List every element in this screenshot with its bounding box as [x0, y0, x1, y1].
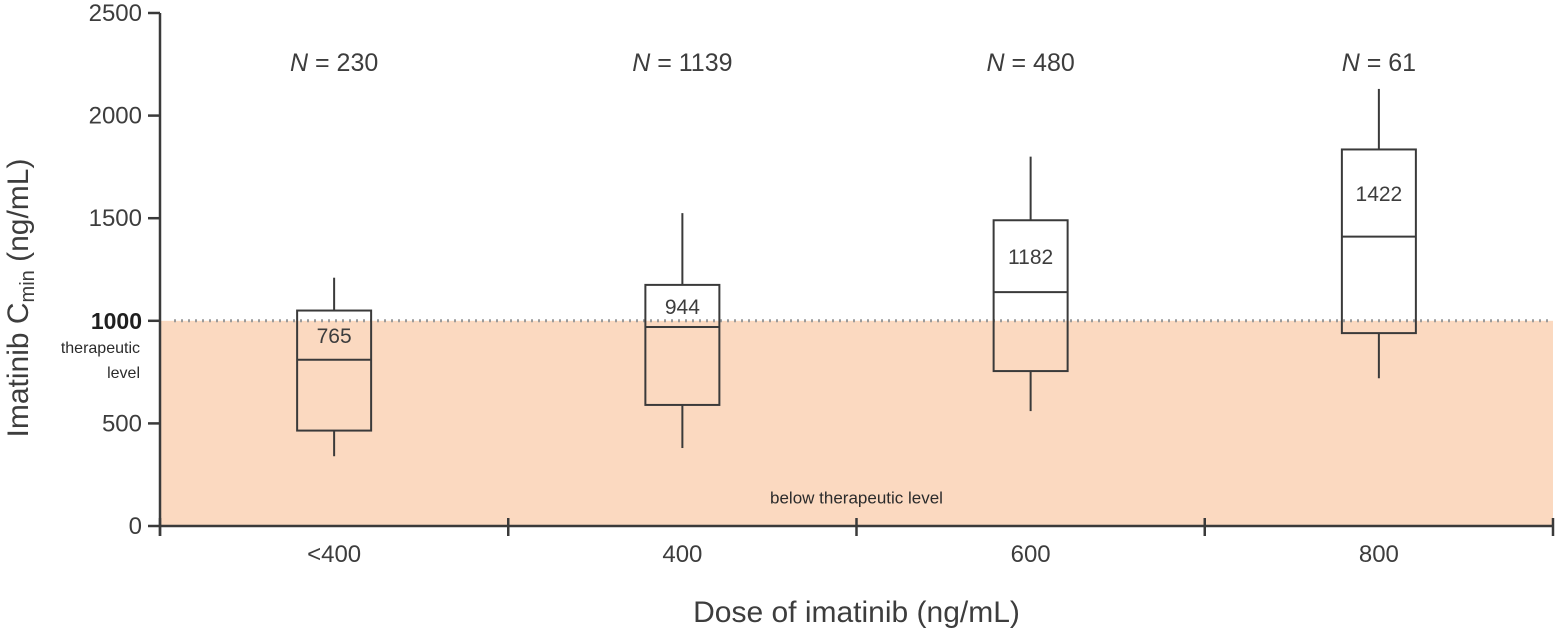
y-axis-ticks: 0 500 1500 2000 2500: [89, 0, 160, 540]
box-group: 944 N = 1139: [632, 49, 733, 449]
iqr-box: [1340, 148, 1417, 335]
x-axis-title: Dose of imatinib (ng/mL): [693, 596, 1020, 629]
box-group: 1182 N = 480: [986, 49, 1075, 412]
iqr-box: [296, 309, 373, 432]
y-tick-label: 1500: [89, 205, 142, 232]
sample-size-value: = 230: [308, 49, 378, 77]
x-axis-ticks: <400 400 600 800: [158, 518, 1555, 568]
y-axis-title-subscript: min: [17, 270, 39, 302]
box-group: 765 N = 230: [290, 49, 378, 457]
sample-size-symbol: N: [290, 49, 309, 77]
y-tick-label: 500: [102, 410, 142, 437]
y-axis-title-unit: (ng/mL): [2, 159, 35, 271]
x-tick-label: 800: [1359, 541, 1399, 568]
y-tick-label: 2500: [89, 0, 142, 27]
box-group: 1422 N = 61: [1340, 49, 1417, 379]
iqr-box: [644, 283, 721, 406]
therapeutic-note-line2: level: [107, 365, 140, 382]
median-value-label: 765: [317, 325, 352, 348]
below-therapeutic-region: [160, 320, 1553, 526]
y-axis-title: Imatinib Cmin (ng/mL): [2, 159, 39, 438]
boxes-layer: 765 N = 230 944 N = 1139 1182 N = 480 1422 N = …: [290, 49, 1417, 457]
sample-size-value: = 480: [1005, 49, 1075, 77]
sample-size-label: N = 480: [986, 49, 1074, 77]
sample-size-symbol: N: [632, 49, 651, 77]
sample-size-label: N = 1139: [632, 49, 732, 77]
sample-size-label: N = 61: [1342, 49, 1416, 77]
x-tick-label: <400: [307, 541, 361, 568]
x-tick-label: 400: [662, 541, 702, 568]
median-value-label: 1422: [1356, 183, 1403, 206]
median-value-label: 944: [665, 296, 700, 319]
sample-size-label: N = 230: [290, 49, 378, 77]
x-tick-label: 600: [1011, 541, 1051, 568]
sample-size-value: = 61: [1360, 49, 1416, 77]
therapeutic-note-line1: therapeutic: [61, 340, 140, 357]
sample-size-value: = 1139: [650, 49, 732, 77]
sample-size-symbol: N: [1342, 49, 1361, 77]
y-tick-label: 0: [129, 513, 142, 540]
median-value-label: 1182: [1008, 246, 1053, 269]
y-axis-title-main: Imatinib C: [2, 302, 35, 437]
sample-size-symbol: N: [986, 49, 1005, 77]
below-therapeutic-label: below therapeutic level: [770, 488, 943, 507]
therapeutic-value-label: 1000: [91, 308, 142, 334]
y-tick-label: 2000: [89, 103, 142, 130]
iqr-box: [992, 219, 1069, 373]
